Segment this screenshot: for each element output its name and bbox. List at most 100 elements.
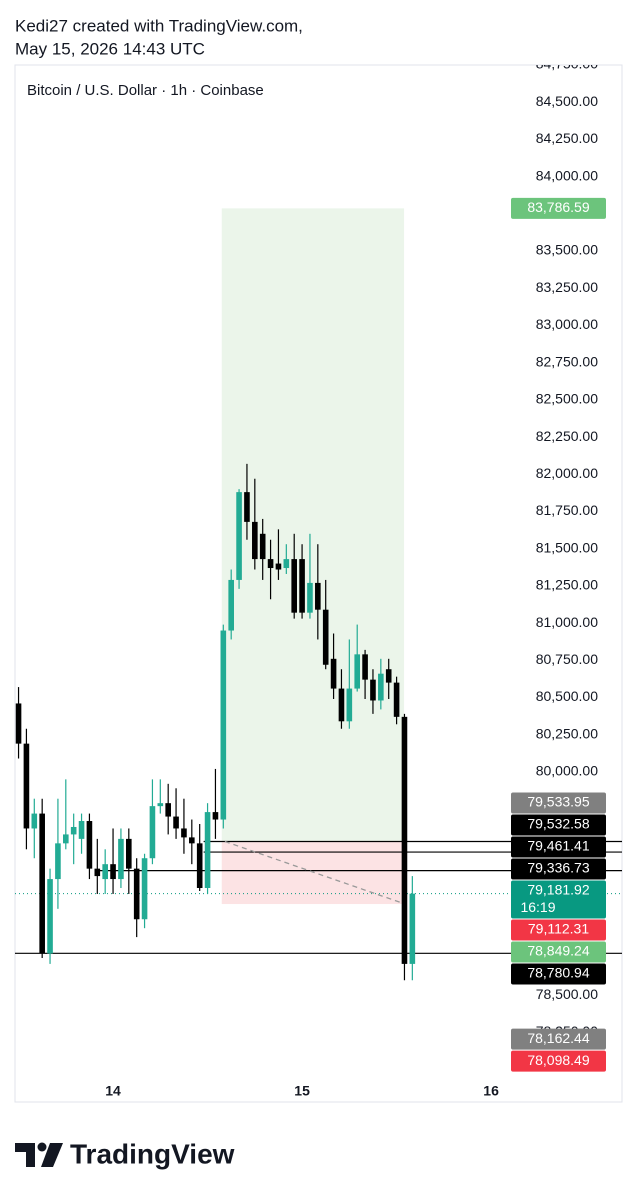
- candle-body: [189, 837, 195, 844]
- candle-body: [15, 703, 22, 744]
- candle-body: [244, 492, 250, 522]
- y-tick-label: 84,500.00: [536, 93, 598, 109]
- candle-body: [102, 864, 108, 880]
- candle-body: [204, 812, 211, 888]
- candle-body: [322, 609, 329, 665]
- candle-body: [291, 559, 298, 613]
- price-label: 79,461.41: [527, 838, 589, 854]
- plot: 84,750.00 84,500.00 84,250.00 84,000.00 83,5…: [15, 65, 622, 1072]
- y-tick-label: 80,250.00: [536, 725, 598, 741]
- candle-body: [299, 559, 305, 613]
- candle-body: [149, 806, 156, 859]
- candle-body: [110, 864, 116, 880]
- price-label-bg: [511, 919, 606, 941]
- price-label-bg: [511, 1028, 606, 1050]
- candle-body: [393, 682, 400, 717]
- y-tick-label: 84,000.00: [536, 167, 598, 183]
- price-label-bg: [511, 858, 606, 880]
- candle-body: [78, 821, 85, 839]
- candle-body: [315, 582, 321, 610]
- y-tick-label: 82,500.00: [536, 391, 598, 407]
- x-tick-label: 14: [105, 1083, 121, 1099]
- y-tick-label: 80,500.00: [536, 688, 598, 704]
- candle-body: [126, 838, 132, 869]
- candle-body: [330, 658, 337, 689]
- candle-body: [31, 813, 38, 829]
- candle-body: [47, 879, 53, 954]
- chart-title: Bitcoin / U.S. Dollar · 1h · Coinbase: [27, 82, 264, 99]
- price-label: 83,786.59: [527, 199, 589, 215]
- logo-mark: [15, 1143, 35, 1167]
- y-tick-label: 81,500.00: [536, 539, 598, 555]
- candle-body: [338, 688, 345, 722]
- candle-body: [94, 868, 101, 877]
- logo-text: TradingView: [70, 1138, 235, 1169]
- candle-body: [86, 821, 93, 869]
- y-tick-label: 81,000.00: [536, 614, 598, 630]
- price-label: 79,532.58: [527, 816, 589, 832]
- price-label: 79,181.92: [527, 882, 589, 898]
- y-tick-label: 82,000.00: [536, 465, 598, 481]
- candle-body: [181, 828, 187, 838]
- y-tick-label: 81,750.00: [536, 502, 598, 518]
- candle-body: [378, 673, 384, 701]
- y-tick-label: 78,500.00: [536, 986, 598, 1002]
- y-tick-label: 84,250.00: [536, 130, 598, 146]
- price-label-bg: [511, 880, 606, 919]
- y-tick-label: 80,750.00: [536, 651, 598, 667]
- candle-body: [307, 582, 313, 613]
- logo: TradingView: [15, 1138, 235, 1169]
- price-label-bg: [511, 836, 606, 858]
- position-target-zone: [221, 208, 405, 842]
- candle-body: [401, 716, 408, 964]
- candle-body: [173, 816, 179, 829]
- y-tick-label: 82,250.00: [536, 428, 598, 444]
- candle-body: [39, 813, 45, 954]
- candle-body: [196, 843, 203, 888]
- candle-body: [70, 826, 77, 835]
- candle-body: [236, 492, 242, 580]
- price-label-bg: [511, 197, 606, 219]
- position-path: [224, 840, 405, 905]
- y-tick-label: 83,250.00: [536, 279, 598, 295]
- price-label: 79,112.31: [528, 921, 589, 937]
- candle-body: [275, 563, 282, 570]
- candle-body: [133, 868, 140, 920]
- candle-body: [23, 743, 30, 829]
- candle-body: [362, 654, 368, 680]
- candle-body: [165, 803, 171, 817]
- y-tick-label: 83,000.00: [536, 316, 598, 332]
- price-label: 79,533.95: [527, 794, 589, 810]
- price-label: 78,780.94: [527, 965, 589, 981]
- candle-body: [141, 858, 148, 920]
- logo-mark: [37, 1142, 47, 1152]
- price-countdown: 16:19: [520, 899, 555, 915]
- price-label-bg: [511, 941, 606, 963]
- price-label-bg: [511, 1050, 606, 1072]
- candle-body: [252, 521, 258, 560]
- candle-body: [354, 654, 361, 689]
- candle-body: [55, 843, 61, 880]
- candle-body: [118, 838, 124, 880]
- candle-body: [346, 688, 353, 722]
- candle-body: [267, 559, 274, 569]
- price-label: 78,098.49: [527, 1052, 589, 1068]
- candle-body: [228, 579, 234, 631]
- price-label-bg: [511, 814, 606, 836]
- candle-body: [409, 893, 416, 964]
- x-tick-label: 15: [294, 1083, 310, 1099]
- candle-body: [370, 679, 376, 701]
- y-tick-label: 81,250.00: [536, 577, 598, 593]
- price-label: 79,336.73: [527, 860, 589, 876]
- price-label-bg: [511, 792, 606, 814]
- header-line: May 15, 2026 14:43 UTC: [15, 39, 205, 58]
- candle-body: [220, 630, 227, 820]
- y-tick-label: 83,500.00: [536, 242, 598, 258]
- candle-body: [283, 559, 290, 569]
- header-line: Kedi27 created with TradingView.com,: [15, 16, 303, 35]
- candle-body: [259, 533, 266, 560]
- position-stop-zone: [221, 841, 405, 905]
- y-tick-label: 82,750.00: [536, 353, 598, 369]
